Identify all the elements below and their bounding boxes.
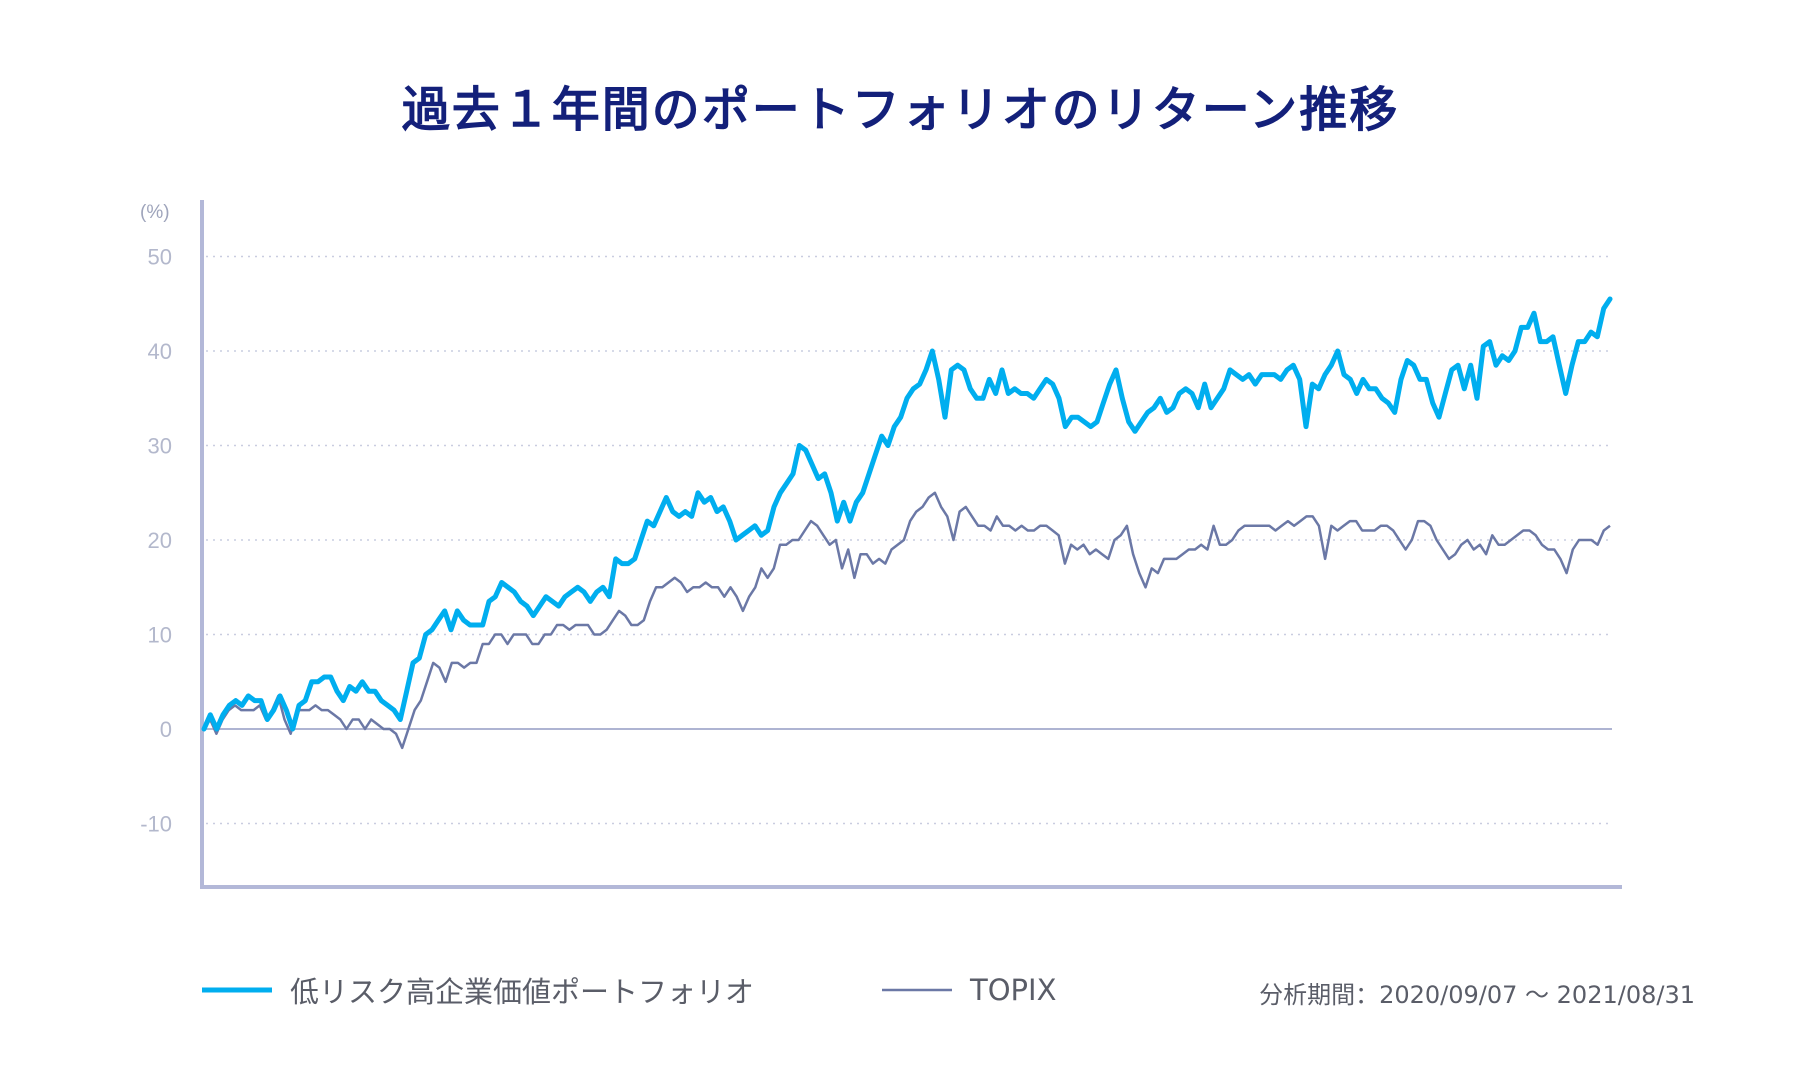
y-tick-label: 20 <box>148 528 172 553</box>
y-tick-label: 0 <box>160 717 172 742</box>
y-tick-label: 10 <box>148 623 172 648</box>
y-unit-label: (%) <box>140 202 170 223</box>
legend-item-portfolio: 低リスク高企業価値ポートフォリオ <box>202 970 754 1010</box>
legend-label-portfolio: 低リスク高企業価値ポートフォリオ <box>290 975 755 1009</box>
analysis-period: 分析期間：2020/09/07 〜 2021/08/31 <box>1259 981 1695 1009</box>
legend-swatch-portfolio <box>202 987 272 993</box>
chart-title: 過去１年間のポートフォリオのリターン推移 <box>401 82 1400 138</box>
y-tick-label: -10 <box>140 812 172 837</box>
legend-item-topix: TOPIX <box>882 970 1056 1010</box>
y-tick-labels: 50 40 30 20 10 0 -10 <box>140 245 172 837</box>
y-tick-label: 40 <box>148 339 172 364</box>
series-line-portfolio <box>201 296 1613 732</box>
y-tick-label: 30 <box>148 434 172 459</box>
y-tick-label: 50 <box>148 245 172 270</box>
gridlines <box>206 255 1612 825</box>
legend-label-topix: TOPIX <box>970 973 1057 1007</box>
series-line-topix <box>202 491 1611 750</box>
legend-swatch-topix <box>882 988 952 992</box>
